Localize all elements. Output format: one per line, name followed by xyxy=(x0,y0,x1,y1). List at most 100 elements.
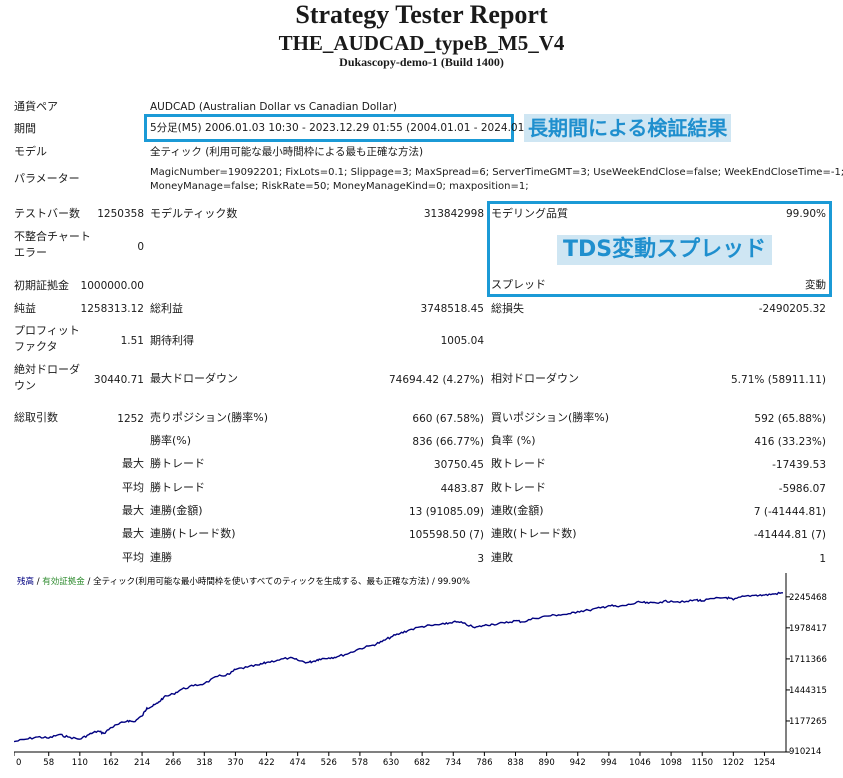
max-loss-value: -17439.53 xyxy=(772,459,826,471)
x-tick-label: 162 xyxy=(103,758,119,768)
x-tick-group: 0 58 110 162 214 266 318 370 422 474 526 578 630 682 7… xyxy=(13,752,775,768)
y-tick-label: 1177265 xyxy=(789,717,827,727)
mismatch-label-1: 不整合チャート xyxy=(14,230,91,243)
max-dd-label: 最大ドローダウン xyxy=(150,372,238,385)
bars-label: テストバー数 xyxy=(14,207,80,220)
x-tick-label: 994 xyxy=(601,758,617,768)
max-win-value: 30750.45 xyxy=(433,459,484,471)
spread-label: スプレッド xyxy=(491,278,546,291)
avg-loss-label: 敗トレード xyxy=(491,481,546,494)
x-tick-label: 838 xyxy=(507,758,523,768)
x-tick-label: 58 xyxy=(43,758,54,768)
max-word-1: 最大 xyxy=(122,457,144,470)
x-tick-label: 526 xyxy=(321,758,337,768)
avg-consec-loss-value: 1 xyxy=(819,553,826,565)
consec-win-count-value: 105598.50 (7) xyxy=(409,529,484,541)
long-label: 買いポジション(勝率%) xyxy=(491,411,610,424)
short-value: 660 (67.58%) xyxy=(412,413,484,425)
x-tick-label: 370 xyxy=(227,758,243,768)
balance-chart: 残高 / 有効証拠金 / 全ティック(利用可能な最小時間枠を使いすべてのティック… xyxy=(13,573,843,774)
x-tick-label: 1150 xyxy=(691,758,713,768)
legend-sep-1: / xyxy=(34,577,42,587)
short-label: 売りポジション(勝率%) xyxy=(150,411,269,424)
balance-chart-svg: 残高 / 有効証拠金 / 全ティック(利用可能な最小時間枠を使いすべてのティック… xyxy=(13,573,827,768)
abs-dd-label-1: 絶対ドローダ xyxy=(14,363,80,376)
legend-model: 全ティック(利用可能な最小時間枠を使いすべてのティックを生成する、最も正確な方法… xyxy=(93,576,429,587)
x-tick-label: 214 xyxy=(134,758,150,768)
mismatch-label-2: エラー xyxy=(14,246,47,259)
gross-loss-value: -2490205.32 xyxy=(758,303,826,315)
spread-annotation: TDS変動スプレッド xyxy=(557,235,773,265)
win-rate-value: 836 (66.77%) xyxy=(412,436,484,448)
max-word-3: 最大 xyxy=(122,527,144,540)
deposit-label: 初期証拠金 xyxy=(14,279,69,292)
period-value: 5分足(M5) 2006.01.03 10:30 - 2023.12.29 01… xyxy=(150,122,546,134)
consec-loss-money-value: 7 (-41444.81) xyxy=(753,506,826,518)
rel-dd-value: 5.71% (58911.11) xyxy=(731,374,826,386)
x-tick-label: 942 xyxy=(570,758,586,768)
consec-loss-count-label: 連敗(トレード数) xyxy=(491,527,577,540)
mismatch-value: 0 xyxy=(137,241,144,253)
ticks-value: 313842998 xyxy=(423,208,484,220)
expected-label: 期待利得 xyxy=(150,334,194,347)
y-tick-label: 1978417 xyxy=(789,624,827,634)
x-tick-label: 266 xyxy=(165,758,181,768)
x-tick-label: 0 xyxy=(16,758,21,768)
loss-rate-label: 負率 (%) xyxy=(491,434,536,447)
x-tick-label: 1046 xyxy=(629,758,651,768)
abs-dd-value: 30440.71 xyxy=(93,374,144,386)
consec-loss-money-label: 連敗(金額) xyxy=(491,504,544,517)
quality-label: モデリング品質 xyxy=(491,207,568,220)
pf-label-1: プロフィット xyxy=(14,324,80,337)
model-value: 全ティック (利用可能な最小時間枠による最も正確な方法) xyxy=(150,146,424,158)
x-tick-label: 318 xyxy=(196,758,212,768)
report-subtitle: THE_AUDCAD_typeB_M5_V4 xyxy=(278,31,565,55)
trades-label: 総取引数 xyxy=(14,411,58,424)
period-annotation: 長期間による検証結果 xyxy=(524,114,732,142)
svg-text:残高 / 有効証拠金 / 全ティック(利用可能な最小時間枠を: 残高 / 有効証拠金 / 全ティック(利用可能な最小時間枠を使いすべてのティック… xyxy=(17,576,470,587)
params-line-1: MagicNumber=19092201; FixLots=0.1; Slipp… xyxy=(150,167,843,178)
x-tick-label: 110 xyxy=(72,758,88,768)
loss-rate-value: 416 (33.23%) xyxy=(754,436,826,448)
x-tick-label: 474 xyxy=(290,758,306,768)
consec-win-count-label: 連勝(トレード数) xyxy=(150,527,236,540)
avg-word-1: 平均 xyxy=(122,481,144,494)
deposit-value: 1000000.00 xyxy=(80,280,144,292)
y-tick-label: 2245468 xyxy=(789,593,827,603)
pf-label-2: ファクタ xyxy=(14,340,58,353)
max-dd-value: 74694.42 (4.27%) xyxy=(389,374,484,386)
x-tick-label: 1098 xyxy=(660,758,682,768)
avg-loss-value: -5986.07 xyxy=(778,483,826,495)
symbol-label: 通貨ペア xyxy=(14,100,58,113)
win-rate-label: 勝率(%) xyxy=(150,434,192,447)
avg-consec-win-value: 3 xyxy=(477,553,484,565)
avg-word-2: 平均 xyxy=(122,551,144,564)
y-tick-label: 1711366 xyxy=(789,655,827,665)
max-word-2: 最大 xyxy=(122,504,144,517)
net-label: 純益 xyxy=(14,302,36,315)
pf-value: 1.51 xyxy=(120,335,144,347)
spread-value: 変動 xyxy=(805,279,826,291)
ticks-label: モデルティック数 xyxy=(150,207,238,220)
params-label: パラメーター xyxy=(14,172,80,185)
period-label: 期間 xyxy=(14,122,36,135)
server-name: Dukascopy-demo-1 (Build 1400) xyxy=(339,55,504,69)
x-tick-label: 682 xyxy=(414,758,430,768)
consec-win-money-value: 13 (91085.09) xyxy=(409,506,484,518)
abs-dd-label-2: ウン xyxy=(14,379,36,392)
legend-balance: 残高 xyxy=(17,576,34,587)
legend-sep-3: / xyxy=(429,577,437,587)
model-label: モデル xyxy=(14,145,47,158)
max-loss-label: 敗トレード xyxy=(491,457,546,470)
rel-dd-label: 相対ドローダウン xyxy=(491,372,579,385)
long-value: 592 (65.88%) xyxy=(754,413,826,425)
symbol-value: AUDCAD (Australian Dollar vs Canadian Do… xyxy=(150,101,397,113)
y-tick-label: 1444315 xyxy=(789,686,827,696)
avg-consec-loss-label: 連敗 xyxy=(491,551,513,564)
bars-value: 1250358 xyxy=(97,208,144,220)
x-tick-label: 1202 xyxy=(723,758,745,768)
consec-loss-count-value: -41444.81 (7) xyxy=(753,529,826,541)
quality-highlight-box xyxy=(487,201,832,297)
max-win-label: 勝トレード xyxy=(150,457,205,470)
report-title: Strategy Tester Report xyxy=(295,0,548,29)
